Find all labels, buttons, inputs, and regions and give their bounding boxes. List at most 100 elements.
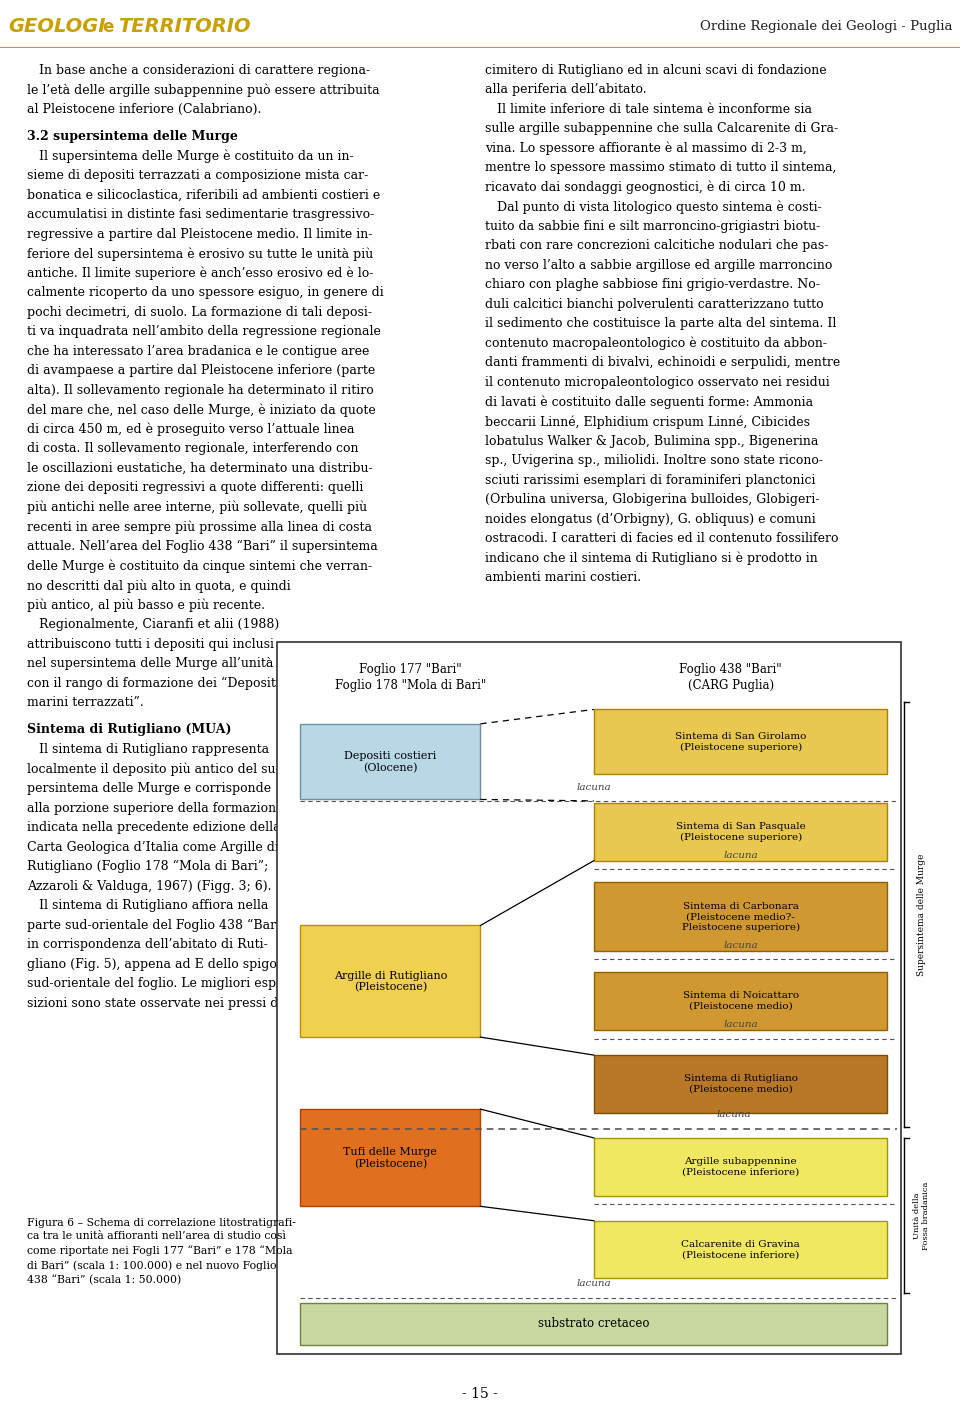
Text: Sintema di Rutigliano
(Pleistocene medio): Sintema di Rutigliano (Pleistocene medio… xyxy=(684,1074,798,1094)
Text: Sintema di Rutigliano (MUA): Sintema di Rutigliano (MUA) xyxy=(27,723,231,736)
Text: in corrispondenza dell’abitato di Ruti-: in corrispondenza dell’abitato di Ruti- xyxy=(27,938,268,951)
Text: Rutigliano (Foglio 178 “Mola di Bari”;: Rutigliano (Foglio 178 “Mola di Bari”; xyxy=(27,860,268,873)
Text: lacuna: lacuna xyxy=(577,783,612,791)
Text: Unità della
Fossa bradanica: Unità della Fossa bradanica xyxy=(913,1182,930,1249)
Text: In base anche a considerazioni di carattere regiona-: In base anche a considerazioni di caratt… xyxy=(27,64,370,77)
Text: del mare che, nel caso delle Murge, è iniziato da quote: del mare che, nel caso delle Murge, è in… xyxy=(27,404,375,416)
FancyBboxPatch shape xyxy=(300,724,480,800)
Text: indicano che il sintema di Rutigliano si è prodotto in: indicano che il sintema di Rutigliano si… xyxy=(485,552,818,565)
Text: lacuna: lacuna xyxy=(723,1020,758,1030)
Text: alla porzione superiore della formazione: alla porzione superiore della formazione xyxy=(27,801,283,814)
Text: Sintema di Carbonara
(Pleistocene medio?-
Pleistocene superiore): Sintema di Carbonara (Pleistocene medio?… xyxy=(682,901,800,931)
Text: marini terrazzati”.: marini terrazzati”. xyxy=(27,696,144,709)
Text: vina. Lo spessore affiorante è al massimo di 2-3 m,: vina. Lo spessore affiorante è al massim… xyxy=(485,141,806,155)
Text: ostracodi. I caratteri di facies ed il contenuto fossilifero: ostracodi. I caratteri di facies ed il c… xyxy=(485,532,838,545)
Text: Ordine Regionale dei Geologi - Puglia: Ordine Regionale dei Geologi - Puglia xyxy=(700,20,952,33)
Text: di costa. Il sollevamento regionale, interferendo con: di costa. Il sollevamento regionale, int… xyxy=(27,442,358,455)
Text: Il sintema di Rutigliano affiora nella: Il sintema di Rutigliano affiora nella xyxy=(27,900,268,913)
Text: noides elongatus (d’Orbigny), G. obliquus) e comuni: noides elongatus (d’Orbigny), G. obliquu… xyxy=(485,512,816,526)
Text: recenti in aree sempre più prossime alla linea di costa: recenti in aree sempre più prossime alla… xyxy=(27,520,372,533)
Text: gliano (Fig. 5), appena ad E dello spigolo: gliano (Fig. 5), appena ad E dello spigo… xyxy=(27,958,288,971)
Text: più antico, al più basso e più recente.: più antico, al più basso e più recente. xyxy=(27,599,265,612)
Text: substrato cretaceo: substrato cretaceo xyxy=(539,1318,650,1330)
Text: Carta Geologica d’Italia come Argille di: Carta Geologica d’Italia come Argille di xyxy=(27,840,278,854)
Text: chiaro con plaghe sabbiose fini grigio-verdastre. No-: chiaro con plaghe sabbiose fini grigio-v… xyxy=(485,278,820,291)
Text: di avampaese a partire dal Pleistocene inferiore (parte: di avampaese a partire dal Pleistocene i… xyxy=(27,364,375,378)
Text: nel supersintema delle Murge all’unità: nel supersintema delle Murge all’unità xyxy=(27,657,274,670)
Text: ambienti marini costieri.: ambienti marini costieri. xyxy=(485,572,641,585)
Text: mentre lo spessore massimo stimato di tutto il sintema,: mentre lo spessore massimo stimato di tu… xyxy=(485,161,836,174)
Text: Argille di Rutigliano
(Pleistocene): Argille di Rutigliano (Pleistocene) xyxy=(334,971,447,992)
Text: ricavato dai sondaggi geognostici, è di circa 10 m.: ricavato dai sondaggi geognostici, è di … xyxy=(485,181,805,194)
Text: lacuna: lacuna xyxy=(577,1279,612,1289)
Text: regressive a partire dal Pleistocene medio. Il limite in-: regressive a partire dal Pleistocene med… xyxy=(27,228,372,241)
FancyBboxPatch shape xyxy=(594,973,887,1030)
Text: persintema delle Murge e corrisponde: persintema delle Murge e corrisponde xyxy=(27,781,271,796)
Text: ti va inquadrata nell’ambito della regressione regionale: ti va inquadrata nell’ambito della regre… xyxy=(27,325,381,338)
Text: TERRITORIO: TERRITORIO xyxy=(118,17,251,36)
Text: sulle argille subappennine che sulla Calcarenite di Gra-: sulle argille subappennine che sulla Cal… xyxy=(485,123,838,135)
Text: il contenuto micropaleontologico osservato nei residui: il contenuto micropaleontologico osserva… xyxy=(485,376,829,389)
FancyBboxPatch shape xyxy=(594,1221,887,1278)
Text: Il supersintema delle Murge è costituito da un in-: Il supersintema delle Murge è costituito… xyxy=(27,150,353,163)
FancyBboxPatch shape xyxy=(300,1303,887,1345)
Text: Foglio 438 "Bari": Foglio 438 "Bari" xyxy=(680,663,782,676)
Text: localmente il deposito più antico del su-: localmente il deposito più antico del su… xyxy=(27,763,279,776)
Text: Azzaroli & Valduga, 1967) (Figg. 3; 6).: Azzaroli & Valduga, 1967) (Figg. 3; 6). xyxy=(27,880,272,893)
Text: indicata nella precedente edizione della: indicata nella precedente edizione della xyxy=(27,821,280,834)
Text: Dal punto di vista litologico questo sintema è costi-: Dal punto di vista litologico questo sin… xyxy=(485,200,822,214)
Text: bonatica e silicoclastica, riferibili ad ambienti costieri e: bonatica e silicoclastica, riferibili ad… xyxy=(27,188,380,201)
Text: 3.2 supersintema delle Murge: 3.2 supersintema delle Murge xyxy=(27,130,238,143)
Text: pochi decimetri, di suolo. La formazione di tali deposi-: pochi decimetri, di suolo. La formazione… xyxy=(27,305,372,318)
Text: più antichi nelle aree interne, più sollevate, quelli più: più antichi nelle aree interne, più soll… xyxy=(27,501,367,515)
Text: Foglio 178 "Mola di Bari": Foglio 178 "Mola di Bari" xyxy=(335,679,486,692)
Text: Il sintema di Rutigliano rappresenta: Il sintema di Rutigliano rappresenta xyxy=(27,743,269,756)
Text: alta). Il sollevamento regionale ha determinato il ritiro: alta). Il sollevamento regionale ha dete… xyxy=(27,384,373,396)
Text: sp., Uvigerina sp., miliolidi. Inoltre sono state ricono-: sp., Uvigerina sp., miliolidi. Inoltre s… xyxy=(485,453,823,468)
Text: Regionalmente, Ciaranfi et alii (1988): Regionalmente, Ciaranfi et alii (1988) xyxy=(27,617,279,632)
Text: contenuto macropaleontologico è costituito da abbon-: contenuto macropaleontologico è costitui… xyxy=(485,337,827,351)
Text: GEOLOGI: GEOLOGI xyxy=(8,17,106,36)
FancyBboxPatch shape xyxy=(594,803,887,861)
Text: Argille subappennine
(Pleistocene inferiore): Argille subappennine (Pleistocene inferi… xyxy=(682,1156,800,1176)
Text: tuito da sabbie fini e silt marroncino-grigiastri biotu-: tuito da sabbie fini e silt marroncino-g… xyxy=(485,220,820,232)
Text: Depositi costieri
(Olocene): Depositi costieri (Olocene) xyxy=(345,752,437,773)
Text: (CARG Puglia): (CARG Puglia) xyxy=(687,679,774,692)
Text: il sedimento che costituisce la parte alta del sintema. Il: il sedimento che costituisce la parte al… xyxy=(485,318,836,331)
Text: Foglio 177 "Bari": Foglio 177 "Bari" xyxy=(359,663,462,676)
Text: cimitero di Rutigliano ed in alcuni scavi di fondazione: cimitero di Rutigliano ed in alcuni scav… xyxy=(485,64,827,77)
Text: rbati con rare concrezioni calcitiche nodulari che pas-: rbati con rare concrezioni calcitiche no… xyxy=(485,240,828,252)
Text: sieme di depositi terrazzati a composizione mista car-: sieme di depositi terrazzati a composizi… xyxy=(27,170,368,183)
Text: al Pleistocene inferiore (Calabriano).: al Pleistocene inferiore (Calabriano). xyxy=(27,103,261,116)
Text: calmente ricoperto da uno spessore esiguo, in genere di: calmente ricoperto da uno spessore esigu… xyxy=(27,287,384,299)
Text: Tufi delle Murge
(Pleistocene): Tufi delle Murge (Pleistocene) xyxy=(344,1147,438,1169)
Text: lacuna: lacuna xyxy=(717,1111,752,1119)
Text: lacuna: lacuna xyxy=(723,851,758,860)
Text: - 15 -: - 15 - xyxy=(462,1387,498,1400)
Text: Sintema di Noicattaro
(Pleistocene medio): Sintema di Noicattaro (Pleistocene medio… xyxy=(683,991,799,1011)
Text: no verso l’alto a sabbie argillose ed argille marroncino: no verso l’alto a sabbie argillose ed ar… xyxy=(485,260,832,272)
Text: sud-orientale del foglio. Le migliori espo-: sud-orientale del foglio. Le migliori es… xyxy=(27,977,288,990)
FancyBboxPatch shape xyxy=(300,1109,480,1206)
FancyBboxPatch shape xyxy=(594,1138,887,1195)
Text: alla periferia dell’abitato.: alla periferia dell’abitato. xyxy=(485,83,646,96)
Text: lobatulus Walker & Jacob, Bulimina spp., Bigenerina: lobatulus Walker & Jacob, Bulimina spp.,… xyxy=(485,435,818,448)
Text: le oscillazioni eustatiche, ha determinato una distribu-: le oscillazioni eustatiche, ha determina… xyxy=(27,462,372,475)
Text: con il rango di formazione dei “Depositi: con il rango di formazione dei “Depositi xyxy=(27,676,279,690)
Text: duli calcitici bianchi polverulenti caratterizzano tutto: duli calcitici bianchi polverulenti cara… xyxy=(485,298,824,311)
Text: le l’età delle argille subappennine può essere attribuita: le l’età delle argille subappennine può … xyxy=(27,83,379,97)
Text: attuale. Nell’area del Foglio 438 “Bari” il supersintema: attuale. Nell’area del Foglio 438 “Bari”… xyxy=(27,540,377,553)
Text: che ha interessato l’area bradanica e le contigue aree: che ha interessato l’area bradanica e le… xyxy=(27,345,370,358)
Text: antiche. Il limite superiore è anch’esso erosivo ed è lo-: antiche. Il limite superiore è anch’esso… xyxy=(27,267,373,279)
Text: di circa 450 m, ed è proseguito verso l’attuale linea: di circa 450 m, ed è proseguito verso l’… xyxy=(27,424,354,436)
Text: sciuti rarissimi esemplari di foraminiferi planctonici: sciuti rarissimi esemplari di foraminife… xyxy=(485,473,815,486)
Text: beccarii Linné, Elphidium crispum Linné, Cibicides: beccarii Linné, Elphidium crispum Linné,… xyxy=(485,415,810,429)
FancyBboxPatch shape xyxy=(594,883,887,951)
Text: Il limite inferiore di tale sintema è inconforme sia: Il limite inferiore di tale sintema è in… xyxy=(485,103,812,116)
Text: Sintema di San Pasquale
(Pleistocene superiore): Sintema di San Pasquale (Pleistocene sup… xyxy=(676,821,805,841)
Text: Sintema di San Girolamo
(Pleistocene superiore): Sintema di San Girolamo (Pleistocene sup… xyxy=(675,732,806,752)
FancyBboxPatch shape xyxy=(594,1055,887,1112)
FancyBboxPatch shape xyxy=(300,925,480,1037)
Text: delle Murge è costituito da cinque sintemi che verran-: delle Murge è costituito da cinque sinte… xyxy=(27,559,372,573)
Text: sizioni sono state osservate nei pressi del: sizioni sono state osservate nei pressi … xyxy=(27,997,290,1010)
